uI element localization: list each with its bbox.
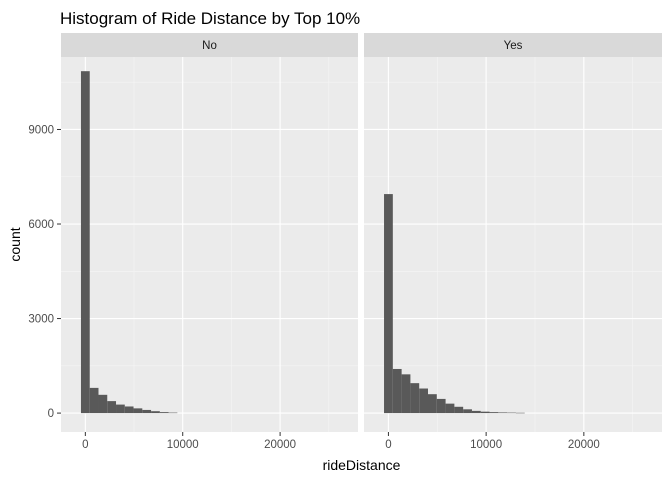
x-tick-label: 20000	[568, 439, 600, 451]
facet-strip-label: Yes	[504, 40, 523, 52]
y-tick-label: 0	[48, 408, 54, 420]
y-tick-label: 3000	[28, 314, 54, 326]
histogram-bar	[445, 403, 455, 414]
facet-strip	[364, 33, 662, 57]
histogram-bar	[384, 194, 393, 414]
histogram-bar	[89, 387, 99, 414]
y-tick-label: 9000	[28, 124, 54, 136]
facet-panel-no: No 0 10000 20000	[61, 33, 358, 451]
histogram-bar	[159, 412, 169, 414]
histogram-bar	[480, 411, 490, 414]
histogram-bar	[401, 374, 411, 414]
x-axis-title: rideDistance	[323, 457, 401, 473]
x-tick-label: 10000	[470, 439, 502, 451]
histogram-bar	[142, 409, 152, 414]
histogram-bar	[427, 394, 437, 414]
histogram-bar	[507, 412, 516, 414]
histogram-bar	[471, 410, 481, 414]
histogram-bar	[489, 412, 499, 414]
histogram-bar	[454, 406, 464, 414]
histogram-bar	[133, 408, 143, 414]
histogram-bar	[168, 412, 178, 414]
histogram-bar	[124, 406, 134, 414]
histogram-bar	[410, 383, 420, 414]
y-tick-label: 6000	[28, 219, 54, 231]
histogram-bar	[80, 71, 90, 414]
histogram-bar	[392, 368, 402, 414]
x-tick-label: 10000	[167, 439, 199, 451]
facet-panels: No 0 10000 20000 Yes 0 10000 20000 0 3000 6000 9000	[28, 33, 662, 451]
y-axis-title: count	[7, 227, 23, 261]
histogram-bar	[151, 411, 160, 414]
histogram-bar	[98, 394, 108, 414]
histogram-bar	[515, 412, 525, 414]
x-tick-label: 20000	[264, 439, 296, 451]
facet-strip-label: No	[202, 40, 217, 52]
x-tick-label: 0	[82, 439, 88, 451]
facet-panel-yes: Yes 0 10000 20000	[364, 33, 662, 451]
x-tick-label: 0	[385, 439, 391, 451]
panel-background	[61, 57, 358, 432]
histogram-bar	[498, 412, 508, 414]
y-axis: 0 3000 6000 9000	[28, 124, 61, 420]
facet-strip	[61, 33, 358, 57]
histogram-bar	[107, 401, 117, 414]
histogram-bar	[436, 398, 446, 414]
histogram-bar	[116, 404, 125, 414]
chart-title: Histogram of Ride Distance by Top 10%	[60, 9, 360, 28]
panel-background	[364, 57, 662, 432]
histogram-bar	[419, 388, 428, 414]
histogram-bar	[463, 409, 472, 414]
